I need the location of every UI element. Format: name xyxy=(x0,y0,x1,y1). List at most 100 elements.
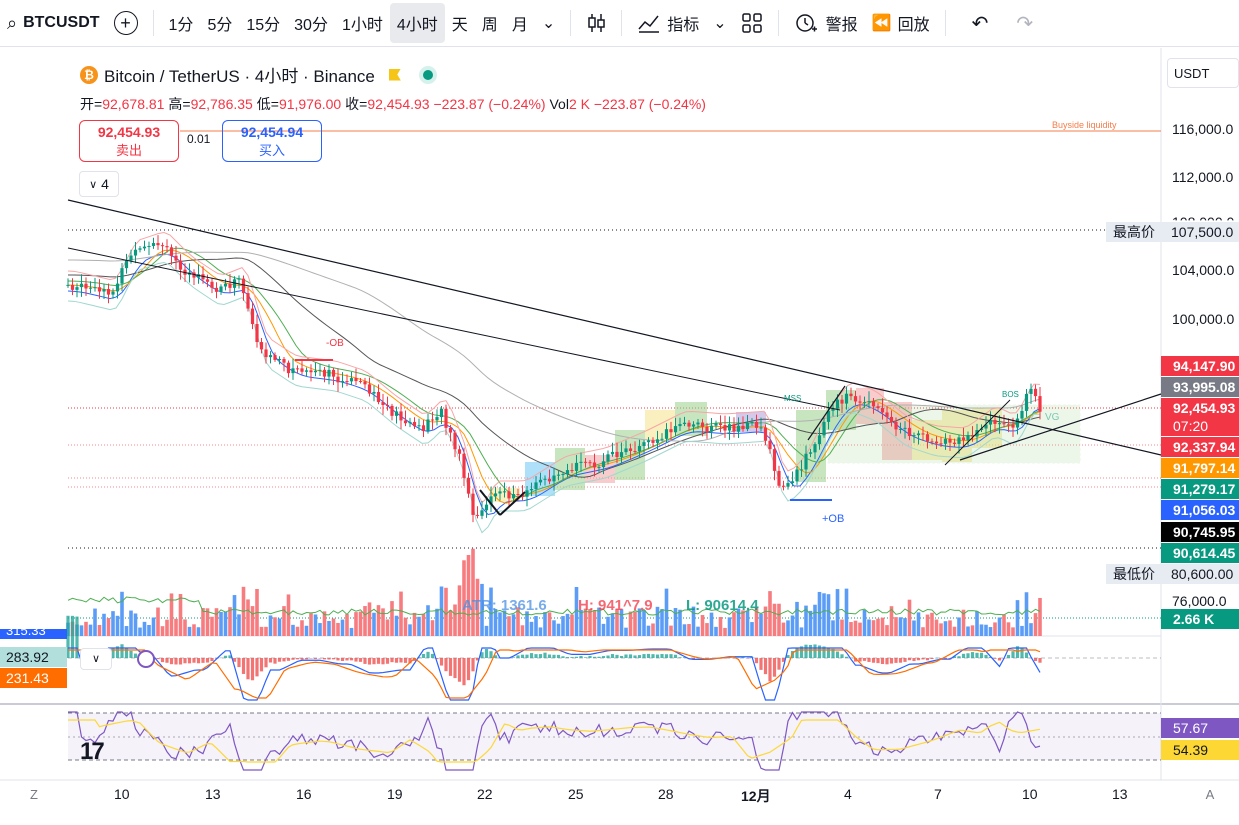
market-status-icon[interactable] xyxy=(422,69,433,80)
redo-icon: ↷ xyxy=(1016,12,1034,35)
volume-ma-line xyxy=(67,596,1041,616)
currency-selector[interactable]: USDT xyxy=(1167,58,1239,88)
candle-body xyxy=(151,243,156,246)
candle-body xyxy=(237,278,241,280)
tradingview-logo[interactable]: 17 xyxy=(80,738,105,765)
candle-body xyxy=(723,425,727,431)
rewind-icon: ⏪ xyxy=(871,15,892,32)
symbol-legend[interactable]: ₿ Bitcoin / TetherUS · 4小时 · Binance xyxy=(80,62,433,87)
macd-bar xyxy=(430,653,435,658)
candle-body xyxy=(205,279,210,282)
buy-price: 92,454.94 xyxy=(240,124,304,140)
interval-1d[interactable]: 天 xyxy=(451,17,468,34)
volume-bar xyxy=(588,608,592,636)
candle-body xyxy=(214,287,219,292)
volume-bar xyxy=(817,591,822,636)
drag-handle-icon[interactable] xyxy=(137,650,155,668)
volume-bar xyxy=(826,594,831,636)
macd-value-label: 283.92 xyxy=(0,647,67,667)
macd-line xyxy=(68,647,1041,701)
candle-body xyxy=(525,490,529,497)
chevron-down-icon: ⌄ xyxy=(541,15,556,32)
volume-bar xyxy=(147,624,151,636)
candle-body xyxy=(664,429,669,439)
flag-icon[interactable] xyxy=(388,68,401,81)
volume-bar xyxy=(948,620,952,636)
volume-bar xyxy=(894,617,898,636)
trendline[interactable] xyxy=(944,399,1011,466)
candle-body xyxy=(646,440,651,443)
macd-bar xyxy=(466,658,471,681)
interval-4h[interactable]: 4小时 xyxy=(389,3,445,43)
chevron-down-icon: ⌄ xyxy=(713,15,727,32)
candle-body xyxy=(390,405,394,416)
macd-collapse-button[interactable]: ∨ xyxy=(80,648,112,670)
indicators-dropdown[interactable]: ⌄ xyxy=(706,3,733,43)
layout-button[interactable] xyxy=(734,3,770,43)
price-label: 91,279.17 xyxy=(1161,479,1239,499)
buy-button[interactable]: 92,454.94 买入 xyxy=(222,120,322,162)
volume-bar xyxy=(790,615,795,636)
candles-icon xyxy=(588,14,605,32)
redo-button[interactable]: ↷ xyxy=(1006,3,1043,43)
volume-bar xyxy=(309,613,313,636)
interval-dropdown[interactable]: ⌄ xyxy=(535,3,562,43)
symbol-search[interactable]: ⌕ BTCUSDT xyxy=(0,3,107,43)
trendline-ascending[interactable] xyxy=(959,393,1162,461)
macd-bar xyxy=(754,658,759,664)
macd-bar xyxy=(853,658,858,662)
volume-bar xyxy=(610,613,615,636)
macd-bar xyxy=(894,658,898,663)
macd-bar xyxy=(583,657,588,658)
interval-30m[interactable]: 30分 xyxy=(294,17,328,34)
volume-bar xyxy=(318,623,322,636)
macd-bar xyxy=(318,658,322,659)
candle-body xyxy=(583,461,588,463)
candle-body xyxy=(1006,424,1011,426)
sell-button[interactable]: 92,454.93 卖出 xyxy=(79,120,179,162)
replay-button[interactable]: ⏪ 回放 xyxy=(865,3,937,43)
zoom-out-button[interactable]: Z xyxy=(30,787,38,802)
macd-bar xyxy=(156,658,160,660)
candle-body xyxy=(795,469,799,482)
compare-button[interactable]: + xyxy=(107,3,145,43)
alert-button[interactable]: 警报 xyxy=(787,3,865,43)
candle-body xyxy=(682,422,687,425)
candle-body xyxy=(264,349,268,358)
candle-body xyxy=(619,452,624,457)
macd-bar xyxy=(804,644,808,658)
trendline-descending[interactable] xyxy=(67,199,1162,456)
candle-body xyxy=(327,369,331,377)
interval-1m[interactable]: 1分 xyxy=(168,17,194,34)
candle-body xyxy=(466,477,471,494)
macd-bar xyxy=(574,656,579,658)
volume-bar xyxy=(1015,600,1020,636)
chart-type-button[interactable] xyxy=(579,3,613,43)
price-label: 91,056.03 xyxy=(1161,500,1239,520)
indicators-collapse-button[interactable]: ∨ 4 xyxy=(79,171,119,197)
candle-body xyxy=(624,448,628,453)
interval-1h[interactable]: 1小时 xyxy=(341,17,383,34)
macd-bar xyxy=(1024,652,1029,658)
indicators-button[interactable]: 指标 xyxy=(630,3,706,43)
volume-bar xyxy=(439,586,444,636)
interval-15m[interactable]: 15分 xyxy=(246,17,281,34)
trendline[interactable] xyxy=(67,247,841,411)
candle-body xyxy=(309,370,313,373)
candle-body xyxy=(876,406,880,409)
divider xyxy=(777,10,779,36)
l-label: L: 90614.4 xyxy=(686,597,759,614)
interval-5m[interactable]: 5分 xyxy=(207,17,233,34)
interval-1w[interactable]: 周 xyxy=(481,17,498,34)
volume-bar xyxy=(876,618,880,636)
interval-1mo[interactable]: 月 xyxy=(511,17,528,34)
volume-bar xyxy=(844,588,849,636)
candle-body xyxy=(840,399,844,404)
candle-body xyxy=(988,419,993,425)
macd-bar xyxy=(345,658,349,661)
undo-button[interactable]: ↶ xyxy=(954,3,1007,43)
candle-body xyxy=(516,494,520,496)
candle-body xyxy=(592,462,597,468)
auto-scale-button[interactable]: A xyxy=(1205,787,1215,802)
